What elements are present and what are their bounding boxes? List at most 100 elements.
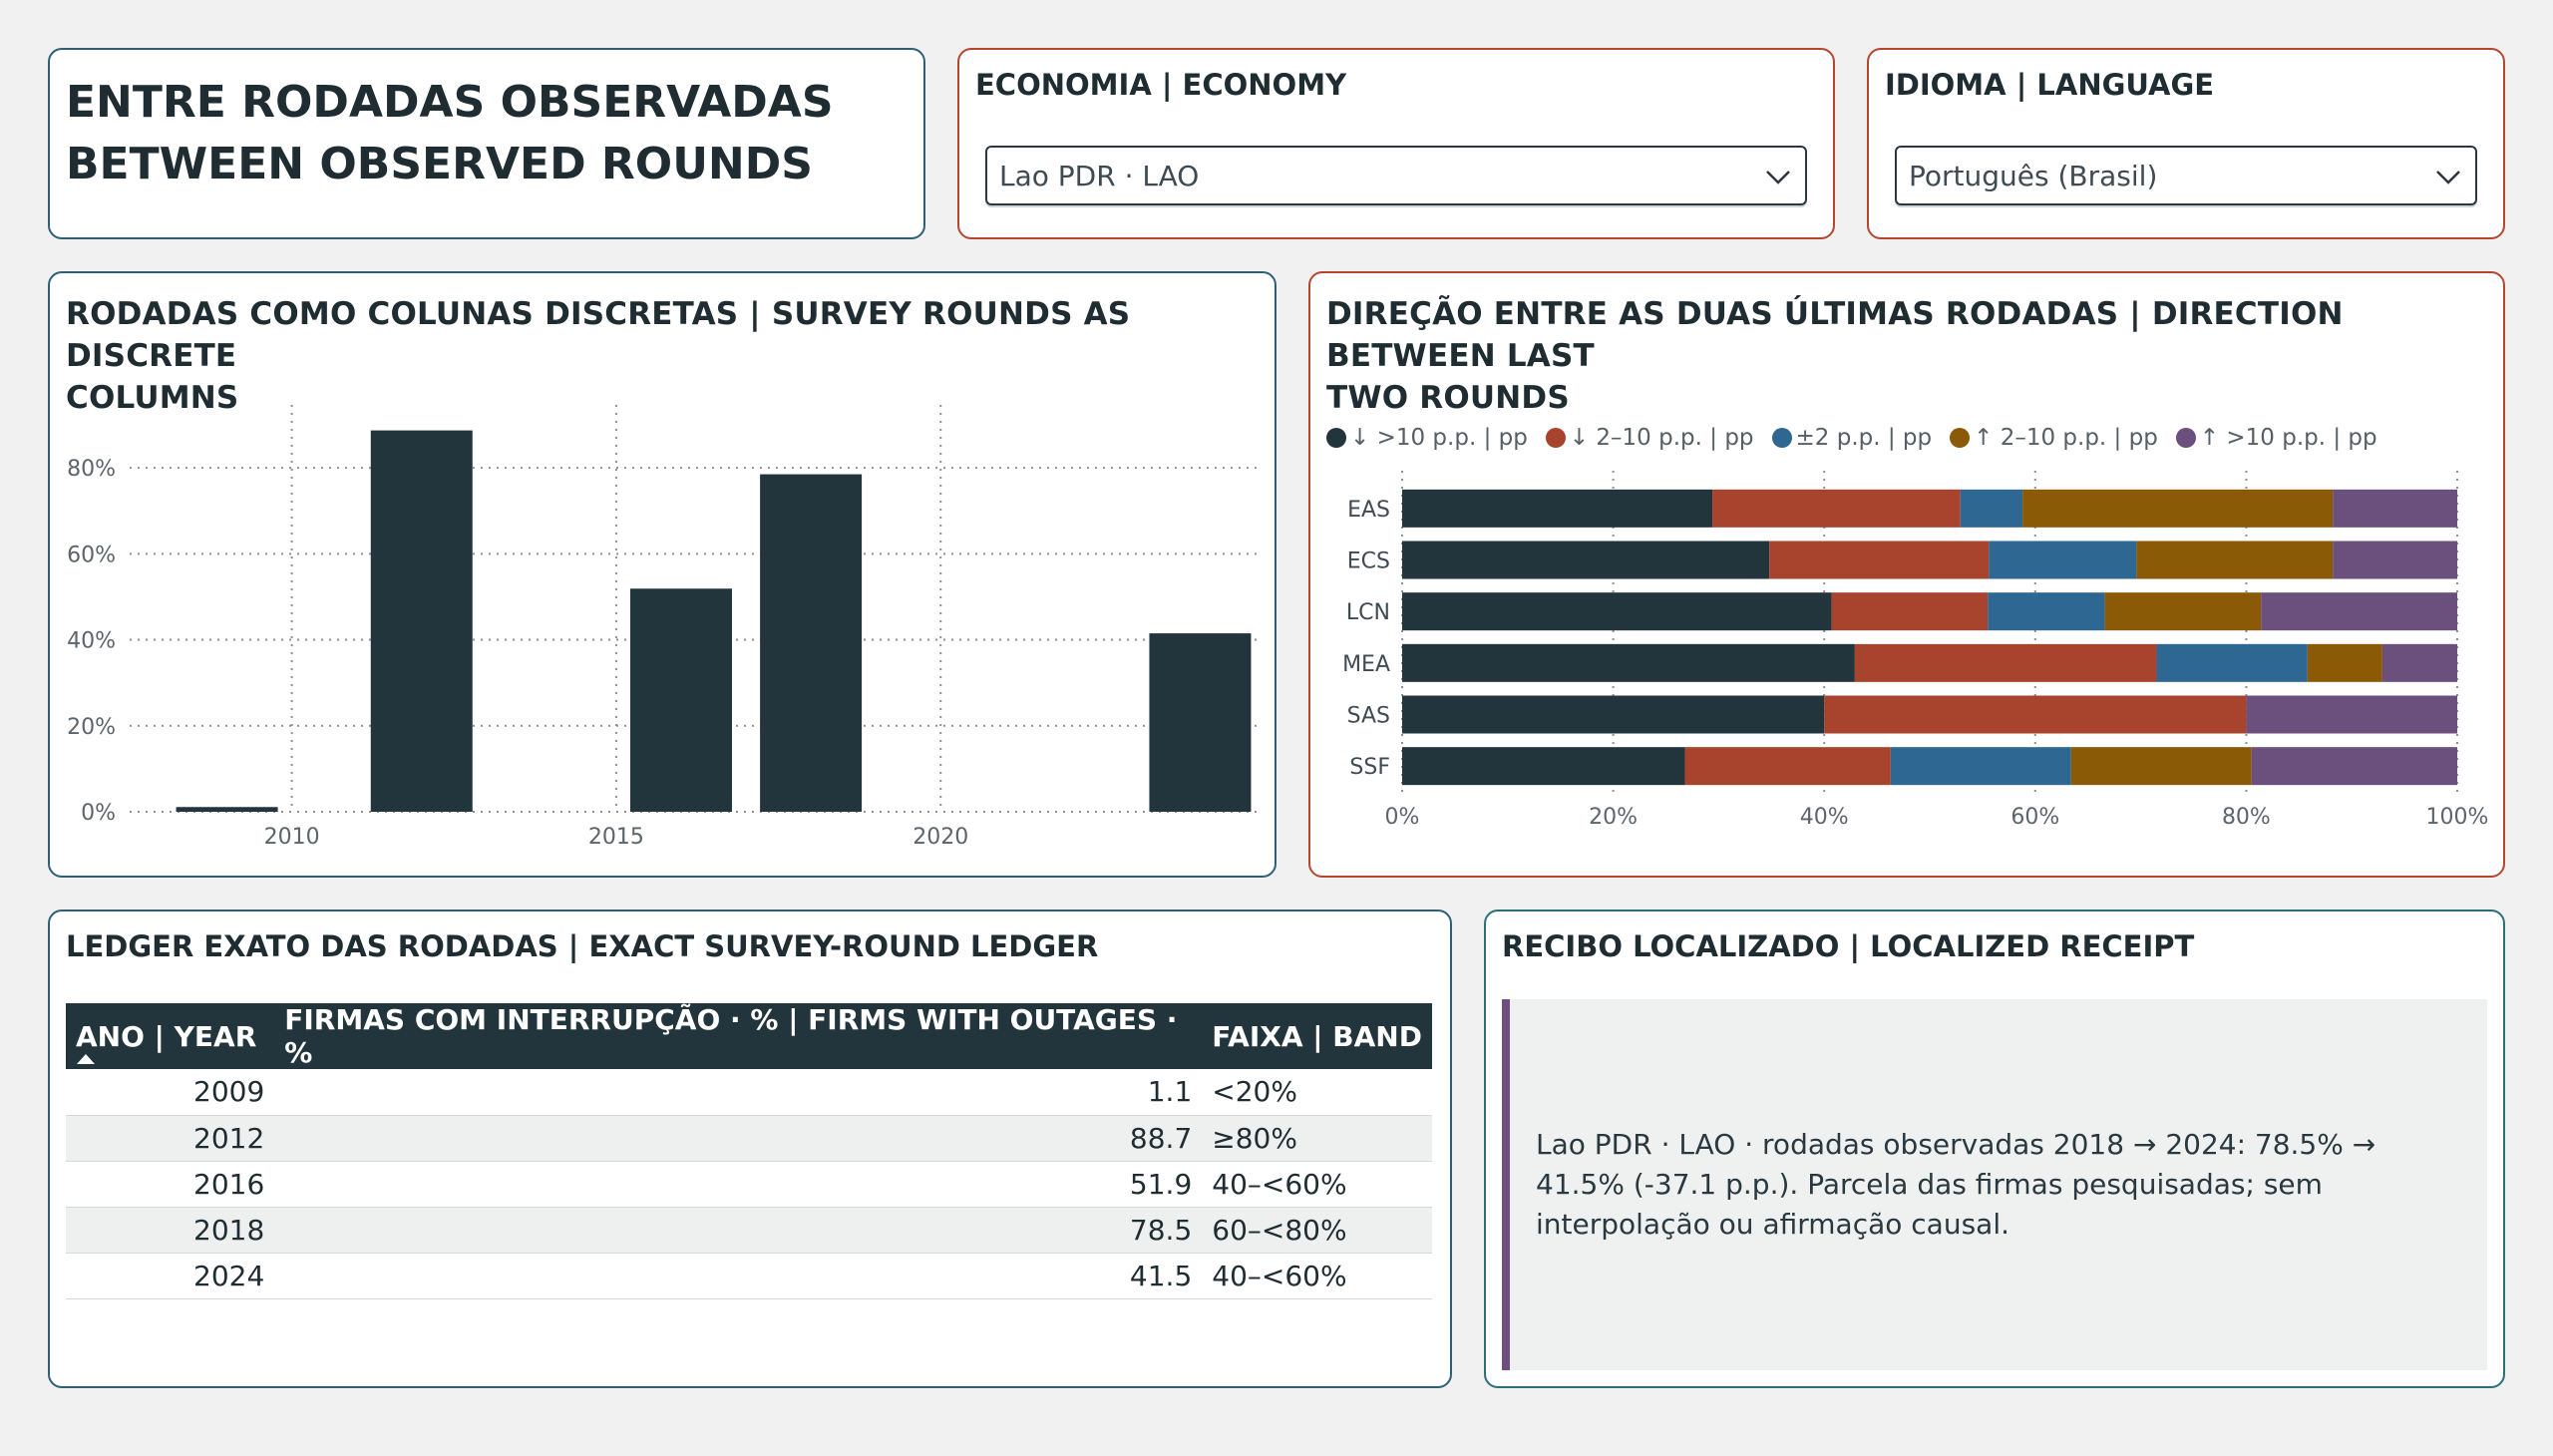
cell-value: 41.5 <box>274 1253 1203 1299</box>
direction-chart-title: DIREÇÃO ENTRE AS DUAS ÚLTIMAS RODADAS | … <box>1326 293 2503 419</box>
bar-segment-mea-1 <box>1854 643 2157 682</box>
cell-year: 2018 <box>66 1207 275 1254</box>
x-tick-label: 80% <box>2222 805 2271 830</box>
direction-chart-title-line2: TWO ROUNDS <box>1326 380 1570 416</box>
page-title-line1: ENTRE RODADAS OBSERVADAS <box>66 77 834 128</box>
x-tick-label: 2015 <box>588 825 644 850</box>
legend-swatch <box>1326 428 1346 448</box>
receipt-title: RECIBO LOCALIZADO | LOCALIZED RECEIPT <box>1502 929 2195 963</box>
rounds-chart-card: RODADAS COMO COLUNAS DISCRETAS | SURVEY … <box>48 271 1276 878</box>
bar-segment-mea-4 <box>2381 643 2457 682</box>
language-card: IDIOMA | LANGUAGE Português (Brasil) <box>1867 48 2505 239</box>
cell-band: 40–<60% <box>1202 1161 1432 1208</box>
bar-2009 <box>176 807 278 812</box>
x-tick-label: 0% <box>1385 805 1420 830</box>
y-category-label: ECS <box>1347 549 1390 574</box>
column-header-band[interactable]: FAIXA | BAND <box>1202 1003 1432 1069</box>
bar-segment-ssf-0 <box>1402 747 1685 786</box>
column-header-value[interactable]: FIRMAS COM INTERRUPÇÃO · % | FIRMS WITH … <box>274 1003 1203 1069</box>
column-header-year[interactable]: ANO | YEAR <box>66 1003 275 1069</box>
bar-segment-ecs-0 <box>1402 541 1770 579</box>
ledger-body: 2009 1.1 <20% 2012 88.7 ≥80% 2016 51.9 40–<60% 20… <box>66 1069 1432 1299</box>
rounds-column-chart: 0% 20% 40% 60% 80% 2010 2015 2020 <box>67 405 1259 850</box>
bar-segment-eas-4 <box>2333 489 2457 528</box>
cell-value: 88.7 <box>274 1115 1203 1162</box>
bar-segment-lcn-1 <box>1831 592 1989 631</box>
y-tick-label: 20% <box>67 715 116 740</box>
y-category-label: EAS <box>1347 498 1390 523</box>
cell-band: 40–<60% <box>1202 1253 1432 1299</box>
ledger-title: LEDGER EXATO DAS RODADAS | EXACT SURVEY-… <box>66 929 1099 963</box>
y-category-label: SAS <box>1347 704 1390 729</box>
bar-2016 <box>629 588 732 812</box>
column-header-value-label: FIRMAS COM INTERRUPÇÃO · % | FIRMS WITH … <box>284 1003 1178 1069</box>
legend-label: ↓ 2–10 p.p. | pp <box>1569 425 1754 451</box>
receipt-text: Lao PDR · LAO · rodadas observadas 2018 … <box>1536 1128 2376 1241</box>
economy-label: ECONOMIA | ECONOMY <box>975 68 1347 102</box>
cell-year: 2024 <box>66 1253 275 1299</box>
table-row: 2024 41.5 40–<60% <box>66 1253 1432 1299</box>
bar-segment-eas-0 <box>1402 489 1713 528</box>
table-row: 2016 51.9 40–<60% <box>66 1161 1432 1208</box>
bar-2018 <box>760 474 863 812</box>
rounds-chart-title: RODADAS COMO COLUNAS DISCRETAS | SURVEY … <box>66 293 1275 419</box>
language-selected-value: Português (Brasil) <box>1909 159 2158 192</box>
legend-swatch <box>1771 428 1792 448</box>
bar-segment-lcn-3 <box>2104 592 2262 631</box>
y-category-label: MEA <box>1342 652 1390 677</box>
y-category-label: LCN <box>1346 600 1390 625</box>
cell-band: <20% <box>1202 1069 1432 1116</box>
bar-segment-lcn-0 <box>1402 592 1832 631</box>
chevron-down-icon <box>2436 171 2460 184</box>
x-tick-label: 20% <box>1589 805 1638 830</box>
economy-card: ECONOMIA | ECONOMY Lao PDR · LAO <box>957 48 1835 239</box>
receipt-box: Lao PDR · LAO · rodadas observadas 2018 … <box>1502 999 2487 1370</box>
x-tick-label: 60% <box>2010 805 2059 830</box>
bar-segment-sas-4 <box>2246 695 2457 734</box>
legend-item: ↑ >10 p.p. | pp <box>2175 425 2377 451</box>
cell-band: ≥80% <box>1202 1115 1432 1162</box>
direction-chart-title-line1: DIREÇÃO ENTRE AS DUAS ÚLTIMAS RODADAS | … <box>1326 296 2344 374</box>
bar-segment-ecs-2 <box>1989 541 2137 579</box>
bar-segment-eas-3 <box>2022 489 2334 528</box>
cell-value: 78.5 <box>274 1207 1203 1254</box>
bar-segment-sas-1 <box>1824 695 2247 734</box>
bar-segment-ecs-4 <box>2333 541 2457 579</box>
rounds-chart-title-line1: RODADAS COMO COLUNAS DISCRETAS | SURVEY … <box>66 296 1131 374</box>
ledger-table: ANO | YEAR FIRMAS COM INTERRUPÇÃO · % | … <box>66 1003 1432 1299</box>
bar-segment-lcn-2 <box>1988 592 2105 631</box>
economy-dropdown[interactable]: Lao PDR · LAO <box>985 146 1807 205</box>
legend-label: ↑ >10 p.p. | pp <box>2199 425 2377 451</box>
table-header-row: ANO | YEAR FIRMAS COM INTERRUPÇÃO · % | … <box>66 1003 1432 1069</box>
language-dropdown[interactable]: Português (Brasil) <box>1895 146 2477 205</box>
bar-segment-eas-2 <box>1960 489 2023 528</box>
chevron-down-icon <box>1766 171 1790 184</box>
x-tick-label: 2010 <box>264 825 320 850</box>
bar-segment-ecs-3 <box>2136 541 2334 579</box>
legend-item: ↓ 2–10 p.p. | pp <box>1545 425 1754 451</box>
bar-segment-ecs-1 <box>1769 541 1990 579</box>
bar-segment-sas-0 <box>1402 695 1825 734</box>
bar-segment-ssf-3 <box>2070 747 2252 786</box>
bar-2024 <box>1149 633 1252 812</box>
legend-item: ↑ 2–10 p.p. | pp <box>1950 425 2158 451</box>
page-title: ENTRE RODADAS OBSERVADAS BETWEEN OBSERVE… <box>66 72 834 195</box>
column-header-band-label: FAIXA | BAND <box>1212 1019 1422 1053</box>
column-header-year-label: ANO | YEAR <box>76 1019 257 1053</box>
x-tick-label: 2020 <box>912 825 968 850</box>
bar-segment-mea-2 <box>2156 643 2308 682</box>
cell-band: 60–<80% <box>1202 1207 1432 1254</box>
bar-segment-eas-1 <box>1712 489 1961 528</box>
legend-label: ↓ >10 p.p. | pp <box>1350 425 1528 451</box>
table-row: 2009 1.1 <20% <box>66 1069 1432 1116</box>
legend-label: ↑ 2–10 p.p. | pp <box>1974 425 2158 451</box>
direction-stacked-chart: 0% 20% 40% 60% 80% 100% EAS ECS LCN MEA SAS SSF <box>1342 471 2489 830</box>
legend-swatch <box>1950 428 1971 448</box>
y-category-label: SSF <box>1349 755 1390 780</box>
y-tick-label: 0% <box>81 801 116 826</box>
bar-segment-lcn-4 <box>2261 592 2457 631</box>
legend-item: ↓ >10 p.p. | pp <box>1326 425 1528 451</box>
x-tick-label: 100% <box>2426 805 2489 830</box>
cell-year: 2009 <box>66 1069 275 1116</box>
page-title-line2: BETWEEN OBSERVED ROUNDS <box>66 139 813 189</box>
